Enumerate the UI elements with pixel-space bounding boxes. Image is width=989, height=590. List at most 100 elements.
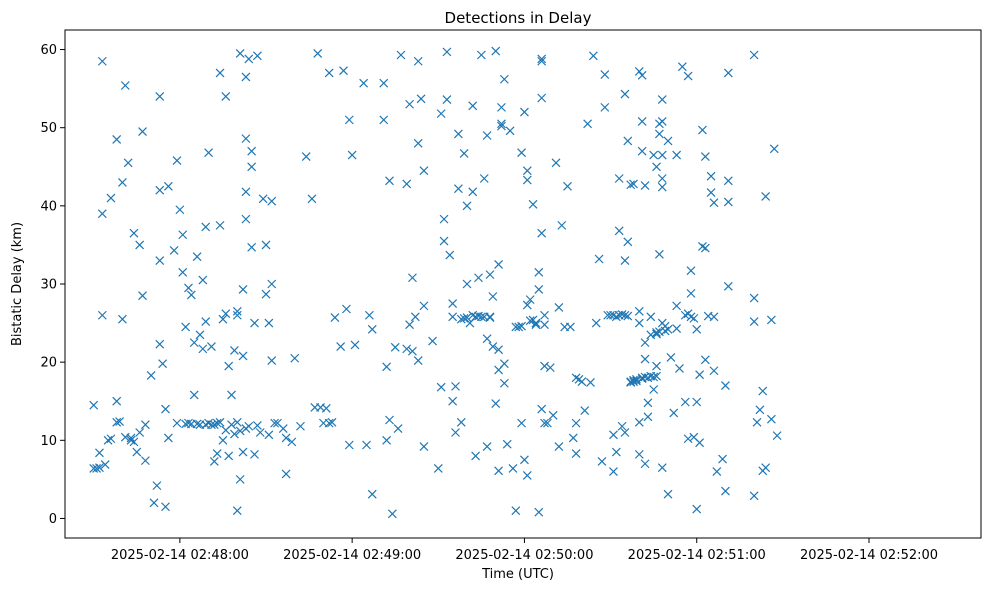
data-point (456, 417, 466, 427)
data-point (413, 56, 423, 66)
data-point (252, 51, 262, 61)
data-point (138, 291, 147, 301)
data-point (330, 313, 340, 323)
data-point (235, 426, 245, 436)
chart-title: Detections in Delay (445, 9, 592, 27)
data-point (534, 507, 544, 517)
data-point (620, 428, 630, 437)
y-tick-label: 20 (40, 356, 57, 371)
data-point (132, 447, 142, 457)
data-point (241, 187, 251, 197)
data-point (181, 322, 191, 332)
data-point (367, 489, 377, 499)
data-point (677, 62, 687, 72)
data-point (244, 54, 254, 64)
data-point (235, 474, 245, 484)
data-point (548, 410, 558, 420)
data-point (112, 134, 122, 144)
data-point (669, 408, 679, 418)
data-point (123, 158, 133, 168)
data-point (663, 489, 673, 499)
data-point (611, 312, 621, 322)
data-point (629, 179, 638, 189)
data-point (517, 418, 526, 428)
data-point (591, 318, 601, 328)
data-point (218, 435, 228, 445)
data-point (439, 214, 449, 224)
data-point (442, 95, 452, 104)
data-point (344, 115, 354, 125)
points-layer (89, 46, 782, 519)
data-point (758, 386, 768, 396)
data-point (382, 362, 392, 372)
data-point (482, 442, 492, 451)
data-point (551, 158, 561, 168)
data-point (207, 420, 216, 430)
data-point (468, 187, 478, 197)
data-point (178, 230, 188, 240)
data-point (488, 292, 498, 301)
data-point (232, 306, 242, 316)
data-point (106, 434, 116, 444)
data-point (522, 300, 532, 310)
data-point (692, 324, 702, 334)
data-point (531, 318, 541, 328)
data-point (709, 366, 719, 376)
data-point (336, 342, 346, 351)
data-point (135, 428, 145, 437)
data-point (184, 418, 193, 428)
data-point (155, 185, 165, 195)
data-point (706, 188, 716, 197)
data-point (442, 47, 452, 57)
data-point (540, 418, 549, 428)
data-point (459, 313, 469, 323)
data-point (95, 448, 104, 458)
data-point (517, 321, 526, 331)
data-point (657, 463, 667, 473)
data-point (474, 273, 483, 283)
data-point (499, 74, 509, 84)
data-point (634, 306, 644, 316)
data-point (623, 311, 633, 321)
data-point (439, 236, 449, 246)
data-point (494, 466, 504, 476)
data-point (577, 377, 587, 387)
data-point (227, 390, 236, 400)
data-point (238, 447, 248, 457)
data-point (201, 317, 211, 326)
data-point (583, 119, 593, 129)
data-point (385, 176, 394, 186)
data-point (712, 467, 722, 476)
data-point (761, 192, 771, 201)
data-point (453, 184, 463, 194)
data-point (321, 403, 331, 413)
data-point (609, 430, 618, 440)
data-point (261, 240, 271, 250)
data-point (232, 506, 242, 516)
data-point (155, 256, 165, 265)
data-point (534, 267, 544, 277)
data-point (476, 50, 486, 60)
data-point (324, 418, 334, 428)
data-point (680, 310, 690, 320)
data-point (654, 249, 664, 259)
data-point (390, 342, 400, 352)
data-point (97, 56, 107, 66)
data-point (695, 438, 705, 448)
data-point (106, 193, 116, 203)
data-point (554, 442, 564, 451)
data-point (456, 314, 466, 324)
data-point (238, 351, 248, 361)
data-point (709, 198, 719, 208)
data-point (313, 49, 323, 58)
data-point (640, 338, 650, 348)
data-point (416, 94, 426, 104)
data-point (247, 146, 257, 156)
data-point (528, 199, 538, 209)
data-point (623, 136, 633, 146)
data-point (700, 355, 710, 365)
data-point (235, 49, 245, 58)
data-point (637, 146, 647, 156)
data-point (657, 117, 667, 126)
data-point (652, 361, 661, 371)
